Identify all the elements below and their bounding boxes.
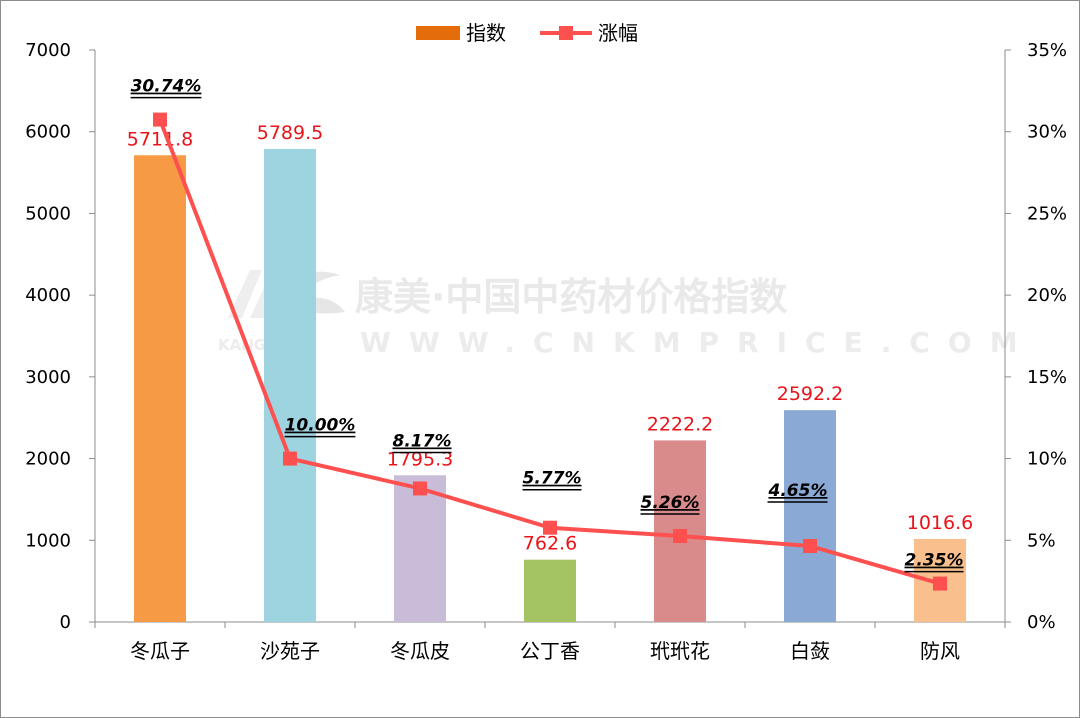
- line-marker: [413, 481, 427, 496]
- line-marker: [803, 539, 817, 554]
- category-label: 沙苑子: [260, 639, 320, 663]
- line-value-label: 5.77%: [523, 469, 582, 489]
- left-tick-label: 3000: [25, 367, 71, 388]
- line-marker: [673, 529, 687, 544]
- line-series: [153, 112, 947, 591]
- left-tick-label: 6000: [25, 122, 71, 143]
- category-label: 公丁香: [520, 639, 580, 663]
- bar-value-label: 2222.2: [647, 413, 713, 435]
- right-tick-label: 15%: [1027, 367, 1067, 388]
- bar-value-labels: 5711.8 5789.5 1795.3 762.6 2222.2 2592.2 1016.…: [127, 122, 973, 555]
- left-tick-label: 5000: [25, 203, 71, 224]
- right-tick-label: 5%: [1027, 530, 1056, 551]
- left-tick-label: 0: [60, 612, 71, 633]
- line-marker: [543, 520, 557, 535]
- line-value-label: 30.74%: [131, 77, 202, 97]
- bar-value-label: 2592.2: [777, 383, 843, 405]
- legend: 指数 涨幅: [416, 21, 638, 45]
- left-tick-label: 1000: [25, 530, 71, 551]
- bar-series: [134, 148, 966, 622]
- left-axis-ticks: 0 1000 2000 3000 4000 5000 6000 7000: [25, 40, 95, 633]
- legend-bar-swatch: [416, 26, 460, 40]
- bar-value-label: 5789.5: [257, 122, 323, 144]
- category-label: 冬瓜子: [130, 639, 190, 663]
- watermark-main: 康美·中国中药材价格指数: [355, 275, 787, 319]
- left-tick-label: 7000: [25, 40, 71, 61]
- left-tick-label: 4000: [25, 285, 71, 306]
- category-label: 白蔹: [790, 639, 830, 663]
- bar: [264, 148, 316, 622]
- line-value-label: 8.17%: [393, 431, 452, 451]
- right-tick-label: 20%: [1027, 285, 1067, 306]
- bar: [784, 410, 836, 622]
- right-tick-label: 25%: [1027, 203, 1067, 224]
- bar-value-label: 5711.8: [127, 128, 193, 150]
- bar-value-label: 1016.6: [907, 512, 973, 534]
- right-tick-label: 0%: [1027, 612, 1056, 633]
- watermark-sub: WWW.CNKMPRICE.COM: [360, 326, 1036, 359]
- bar-value-label: 1795.3: [387, 448, 453, 470]
- legend-line-label: 涨幅: [598, 21, 638, 45]
- category-label: 玳玳花: [650, 639, 710, 663]
- right-tick-label: 10%: [1027, 449, 1067, 470]
- category-label: 冬瓜皮: [390, 639, 450, 663]
- right-tick-label: 35%: [1027, 40, 1067, 61]
- legend-bar-label: 指数: [466, 21, 506, 45]
- line-marker: [153, 112, 167, 127]
- right-tick-label: 30%: [1027, 122, 1067, 143]
- bar: [524, 559, 576, 622]
- legend-line-marker: [559, 26, 573, 40]
- line-marker: [283, 451, 297, 466]
- line-value-label: 5.26%: [641, 493, 700, 513]
- bar: [394, 475, 446, 622]
- left-tick-label: 2000: [25, 449, 71, 470]
- category-label: 防风: [920, 639, 960, 663]
- category-labels: 冬瓜子 沙苑子 冬瓜皮 公丁香 玳玳花 白蔹 防风: [130, 639, 960, 663]
- bar-value-label: 762.6: [523, 533, 577, 555]
- line-value-label: 2.35%: [905, 551, 964, 571]
- right-axis-ticks: 0% 5% 10% 15% 20% 25% 30% 35%: [1005, 40, 1067, 633]
- line-marker: [933, 576, 947, 591]
- line-value-label: 4.65%: [768, 481, 828, 501]
- bar: [134, 155, 186, 622]
- line-value-labels: 30.74% 10.00% 8.17% 5.77% 5.26% 4.65% 2.35%: [130, 77, 964, 573]
- line-value-label: 10.00%: [285, 416, 356, 436]
- x-axis-ticks: [94, 622, 1006, 628]
